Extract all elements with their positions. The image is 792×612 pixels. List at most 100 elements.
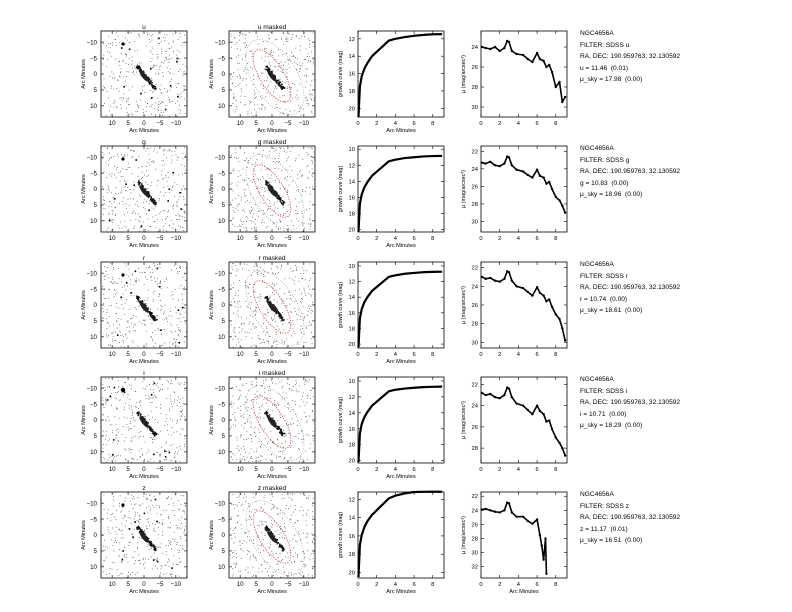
noise-speck — [163, 154, 165, 156]
noise-speck — [142, 109, 144, 110]
noise-speck — [151, 78, 153, 80]
noise-speck — [123, 336, 124, 338]
noise-speck — [184, 389, 186, 391]
galaxy-pixel — [283, 87, 285, 89]
bright-star — [121, 273, 125, 277]
panel-frame — [357, 145, 445, 233]
noise-speck — [260, 564, 262, 565]
noise-speck — [295, 198, 297, 200]
y-tick-label: 16 — [349, 311, 355, 317]
noise-speck — [143, 441, 145, 443]
noise-speck — [283, 33, 285, 35]
noise-speck — [250, 417, 252, 418]
noise-speck — [149, 164, 151, 166]
noise-speck — [116, 107, 118, 109]
noise-speck — [152, 216, 154, 218]
noise-speck — [115, 187, 117, 189]
noise-speck — [312, 505, 314, 507]
galaxy-pixel — [266, 411, 269, 414]
noise-speck — [155, 281, 156, 282]
noise-speck — [237, 290, 239, 291]
noise-speck — [268, 441, 270, 443]
noise-speck — [254, 291, 256, 293]
noise-speck — [106, 147, 108, 149]
galaxy-pixel — [271, 417, 273, 420]
noise-speck — [166, 216, 168, 217]
noise-speck — [179, 112, 180, 114]
noise-speck — [298, 61, 300, 63]
noise-speck — [288, 508, 289, 510]
noise-speck — [267, 56, 269, 58]
noise-speck — [108, 378, 110, 379]
noise-speck — [159, 310, 161, 311]
noise-speck — [117, 268, 119, 270]
noise-speck — [247, 217, 249, 219]
noise-speck — [231, 170, 233, 171]
noise-speck — [231, 504, 233, 506]
noise-speck — [173, 223, 174, 225]
noise-speck — [131, 449, 133, 450]
noise-speck — [140, 178, 142, 180]
noise-speck — [258, 192, 260, 193]
noise-speck — [153, 461, 155, 463]
galaxy-pixel — [274, 190, 277, 193]
noise-speck — [257, 571, 259, 573]
noise-speck — [156, 54, 158, 55]
noise-speck — [290, 433, 292, 435]
noise-speck — [120, 108, 122, 110]
noise-speck — [152, 436, 154, 438]
y-tick-label: 0 — [222, 302, 226, 309]
y-tick-label: −5 — [90, 401, 98, 408]
noise-speck — [294, 300, 296, 302]
noise-speck — [245, 195, 247, 197]
noise-speck — [165, 175, 167, 176]
noise-speck — [294, 307, 295, 309]
noise-speck — [278, 272, 280, 273]
noise-speck — [168, 504, 170, 505]
galaxy-pixel — [279, 431, 282, 434]
noise-speck — [288, 33, 290, 35]
noise-speck — [171, 332, 173, 334]
galaxy-pixel — [139, 529, 142, 531]
noise-speck — [244, 401, 246, 403]
noise-speck — [278, 568, 279, 570]
y-tick-label: −5 — [218, 401, 226, 408]
noise-speck — [270, 309, 272, 311]
galaxy-pixel — [281, 545, 283, 547]
noise-speck — [136, 63, 138, 65]
noise-speck — [145, 150, 146, 152]
noise-speck — [310, 443, 311, 445]
noise-speck — [144, 529, 145, 531]
data-point — [515, 285, 518, 288]
noise-speck — [152, 271, 153, 273]
noise-speck — [108, 97, 109, 99]
y-tick-label: −5 — [90, 170, 98, 177]
noise-speck — [305, 537, 307, 539]
y-tick-label: 16 — [349, 72, 355, 78]
noise-speck — [291, 499, 293, 501]
noise-speck — [172, 538, 174, 540]
noise-speck — [287, 404, 289, 405]
noise-speck — [239, 32, 240, 34]
y-axis-label: Arc Minutes — [209, 59, 215, 89]
noise-speck — [290, 176, 292, 177]
noise-speck — [302, 109, 304, 110]
noise-speck — [247, 200, 248, 202]
noise-speck — [306, 100, 308, 101]
galaxy-pixel — [148, 193, 150, 195]
noise-speck — [160, 568, 162, 570]
noise-speck — [184, 86, 186, 88]
noise-speck — [119, 324, 120, 326]
noise-speck — [290, 87, 292, 89]
noise-speck — [249, 506, 251, 508]
noise-speck — [130, 149, 131, 151]
noise-speck — [152, 339, 153, 341]
noise-speck — [172, 343, 173, 345]
noise-speck — [140, 505, 142, 506]
data-point — [489, 160, 492, 163]
noise-speck — [147, 461, 149, 462]
noise-speck — [312, 502, 314, 504]
noise-speck — [129, 428, 131, 429]
y-tick-label: −5 — [90, 286, 98, 293]
